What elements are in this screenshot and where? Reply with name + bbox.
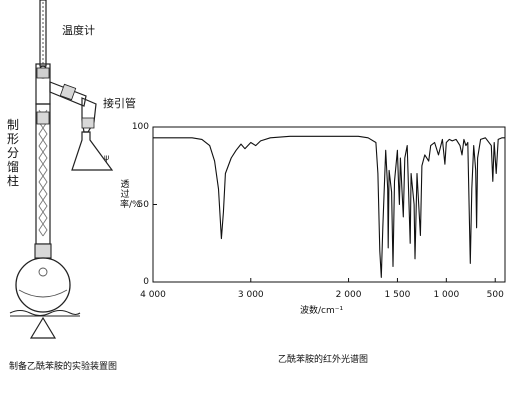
column-label: 制形分馏柱 [6, 118, 19, 188]
x-tick-label: 2 000 [335, 290, 362, 300]
plot-frame [152, 126, 506, 283]
heating-burner [29, 316, 57, 339]
x-tick-label: 1 000 [433, 290, 460, 300]
chart-title: 乙酰苯胺的红外光谱图 [278, 355, 369, 365]
x-tick-label: 4 000 [140, 290, 166, 300]
x-tick-label: 1 500 [384, 290, 411, 300]
round-bottom-flask [15, 257, 71, 313]
x-tick-label: 3 000 [237, 290, 264, 300]
adapter-label: 接引管 [103, 97, 136, 110]
y-tick-label: 100 [131, 122, 149, 132]
x-axis-label: 波数/cm⁻¹ [300, 306, 344, 316]
x-tick-label: 500 [486, 290, 504, 300]
apparatus-caption: 制备乙酰苯胺的实验装置图 [9, 362, 118, 372]
spectrum-line [153, 135, 505, 278]
heating-support [9, 309, 81, 317]
svg-text:ψ: ψ [104, 153, 109, 162]
thermometer-label: 温度计 [62, 24, 95, 37]
y-tick-label: 50 [137, 199, 149, 210]
y-tick-label: 0 [143, 277, 149, 287]
y-axis-label: 透过率/% [120, 180, 141, 210]
receiver-flask [71, 131, 114, 171]
